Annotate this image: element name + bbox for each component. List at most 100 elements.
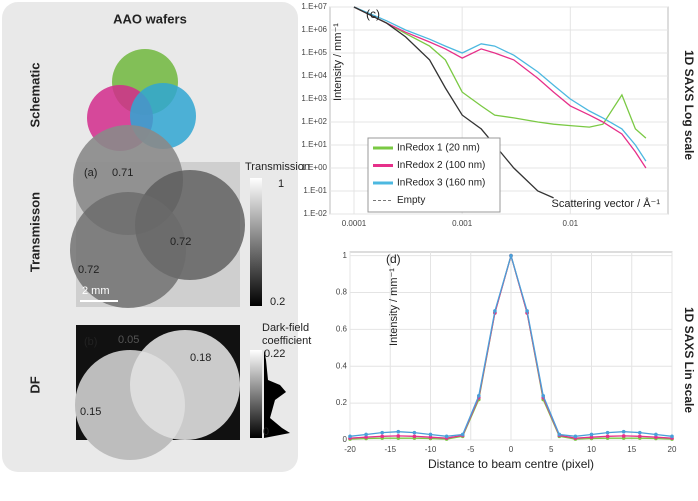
y-axis-label: Intensity / mm⁻¹ (332, 23, 344, 101)
legend-label: InRedox 2 (100 nm) (397, 160, 485, 171)
side-label: 1D SAXS Log scale (682, 50, 696, 160)
value-label: 0.15 (80, 406, 101, 418)
row-label: Transmisson (27, 192, 42, 272)
colorbar-min: 0 (263, 426, 269, 438)
x-tick-label: 0 (509, 445, 514, 454)
marker (364, 435, 368, 440)
x-tick-label: -5 (467, 445, 475, 454)
colorbar-label: coefficient (262, 335, 311, 347)
x-tick-label: 10 (587, 445, 596, 454)
marker (380, 430, 385, 435)
df-image (75, 325, 240, 460)
marker (638, 434, 642, 439)
x-tick-label: 0.0001 (342, 219, 367, 228)
y-tick-label: 0.6 (336, 325, 348, 334)
marker (525, 309, 529, 313)
marker (589, 432, 594, 437)
x-tick-label: -15 (384, 445, 396, 454)
marker (428, 432, 433, 437)
marker (348, 434, 352, 439)
marker (396, 434, 401, 438)
colorbar-label: Transmission (245, 161, 310, 173)
marker (541, 393, 545, 398)
panel-title: AAO wafers (113, 11, 187, 26)
y-tick-label: 0.8 (336, 288, 348, 297)
x-tick-label: -20 (344, 445, 356, 454)
series-line (353, 6, 647, 169)
value-label: 0.05 (118, 334, 139, 346)
series-line (353, 6, 647, 139)
y-tick-label: 1.E+05 (301, 48, 327, 57)
colorbar (250, 178, 262, 306)
marker (396, 429, 401, 434)
marker (589, 435, 594, 440)
colorbar-max: 1 (278, 178, 284, 190)
y-tick-label: 1.E-02 (303, 209, 327, 218)
legend-box (367, 137, 501, 213)
legend-label: InRedox 3 (160 nm) (397, 178, 485, 189)
colorbar-max: 0.22 (264, 348, 285, 360)
transmission-image (70, 125, 245, 308)
marker (605, 434, 610, 439)
marker (638, 430, 642, 435)
value-label: 0.18 (190, 352, 211, 364)
marker (380, 434, 385, 439)
panel-letter: (c) (366, 7, 380, 21)
x-axis-label: Scattering vector / Å⁻¹ (551, 197, 660, 210)
marker (444, 434, 449, 439)
marker (364, 432, 368, 437)
y-tick-label: 1.E+03 (301, 94, 327, 103)
colorbar-min: 0.2 (270, 296, 285, 308)
value-label: 0.72 (78, 264, 99, 276)
y-tick-label: 1.E+00 (301, 163, 327, 172)
series-line (353, 6, 554, 199)
y-tick-label: 1.E-01 (303, 186, 327, 195)
y-tick-label: 1.E+07 (301, 2, 327, 11)
x-axis-label: Distance to beam centre (pixel) (428, 457, 594, 471)
value-label: 0.72 (170, 236, 191, 248)
marker (557, 432, 562, 437)
marker (654, 435, 658, 440)
y-tick-label: 0.4 (336, 361, 348, 370)
marker (573, 434, 578, 439)
row-label: Schematic (27, 62, 42, 127)
legend-label: Empty (397, 195, 425, 206)
y-tick-label: 0.2 (336, 398, 348, 407)
marker (670, 434, 674, 439)
x-tick-label: -10 (425, 445, 437, 454)
y-tick-label: 1.E+04 (301, 71, 327, 80)
y-tick-label: 1.E+02 (301, 117, 327, 126)
panel-letter: (d) (386, 252, 401, 266)
panel-letter: (b) (84, 336, 97, 348)
y-tick-label: 0 (343, 435, 348, 444)
marker (412, 434, 417, 439)
y-tick-label: 1.E+01 (301, 140, 327, 149)
marker (493, 309, 497, 313)
marker (621, 434, 626, 438)
series-line (353, 6, 647, 162)
histogram (264, 350, 290, 438)
marker (654, 432, 658, 437)
scale-label: 2 mm (82, 285, 110, 297)
x-tick-label: 0.001 (452, 219, 473, 228)
value-label: 0.71 (112, 167, 133, 179)
x-tick-label: 15 (627, 445, 636, 454)
side-label: 1D SAXS Lin scale (682, 307, 696, 413)
marker (428, 435, 433, 440)
row-label: DF (27, 376, 42, 393)
marker (509, 253, 513, 258)
marker (460, 432, 465, 437)
x-tick-label: 0.01 (563, 219, 579, 228)
colorbar-label: Dark-field (262, 322, 309, 334)
marker (477, 393, 481, 398)
y-tick-label: 1.E+06 (301, 25, 327, 34)
marker (605, 430, 610, 435)
y-tick-label: 1 (343, 251, 348, 260)
x-tick-label: 5 (549, 445, 554, 454)
x-tick-label: 20 (668, 445, 677, 454)
marker (621, 429, 626, 434)
panel-letter: (a) (84, 167, 97, 179)
y-axis-label: Intensity / mm⁻¹ (388, 268, 400, 346)
colorbar (250, 350, 262, 438)
